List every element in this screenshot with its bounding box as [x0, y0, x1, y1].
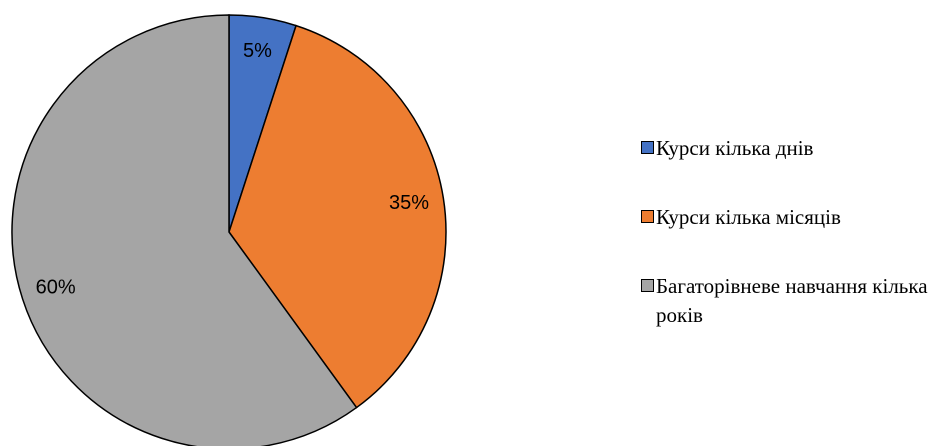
- legend-label: Багаторівневе навчання кілька років: [656, 274, 928, 327]
- legend-swatch: [641, 279, 654, 292]
- legend-item: Багаторівневе навчання кілька років: [641, 272, 934, 330]
- legend: Курси кілька днів Курси кілька місяців Баг…: [641, 134, 934, 370]
- legend-item: Курси кілька днів: [641, 134, 934, 163]
- data-label: 5%: [243, 40, 272, 62]
- legend-label: Курси кілька місяців: [656, 205, 841, 229]
- data-label: 35%: [389, 192, 429, 214]
- pie-slice: [228, 24, 447, 409]
- legend-item: Курси кілька місяців: [641, 203, 934, 232]
- legend-label: Курси кілька днів: [656, 136, 814, 160]
- legend-swatch: [641, 210, 654, 223]
- pie-slice: [11, 14, 358, 446]
- legend-swatch: [641, 141, 654, 154]
- data-label: 60%: [36, 277, 76, 299]
